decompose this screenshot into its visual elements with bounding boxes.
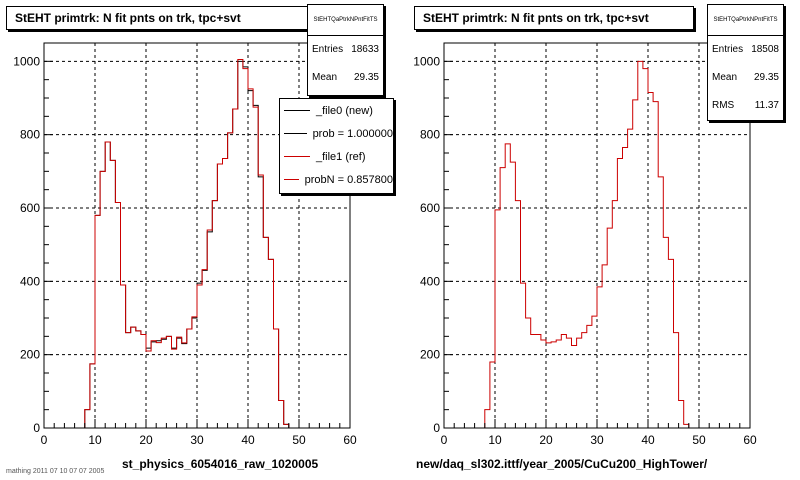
histogram-series-0 (444, 60, 750, 429)
y-tick-label: 400 (20, 274, 40, 288)
legend-entry: probN = 0.857800 (280, 168, 393, 191)
right-stats-rms-row: RMS 11.37 (708, 92, 783, 120)
footer-text: mathing 2011 07 10 07 07 2005 (6, 468, 105, 475)
x-tick-label: 50 (692, 433, 706, 447)
y-tick-label: 600 (20, 201, 40, 215)
right-stats-box: StEHTQaPtrkNPntFitTS Entries 18508 Mean … (707, 4, 784, 121)
legend-line-swatch (284, 133, 307, 134)
legend-line-swatch (284, 110, 310, 111)
y-tick-label: 200 (420, 348, 440, 362)
right-stats-rms-label: RMS (712, 100, 735, 111)
left-stats-entries-label: Entries (312, 44, 344, 55)
left-stats-box: StEHTQaPtrkNPntFitTS Entries 18633 Mean … (307, 4, 384, 96)
left-legend: _file0 (new) prob = 1.000000 _file1 (ref… (279, 98, 394, 194)
y-tick-label: 1000 (413, 54, 440, 68)
y-tick-label: 0 (33, 421, 40, 435)
left-chart-title: StEHT primtrk: N fit pnts on trk, tpc+sv… (6, 6, 308, 30)
x-tick-label: 10 (488, 433, 502, 447)
x-tick-label: 60 (343, 433, 357, 447)
y-tick-label: 0 (433, 421, 440, 435)
y-tick-label: 600 (420, 201, 440, 215)
left-stats-entries-value: 18633 (351, 44, 379, 55)
x-tick-label: 50 (292, 433, 306, 447)
right-x-axis-label: new/daq_sl302.ittf/year_2005/CuCu200_Hig… (416, 457, 708, 471)
legend-label: probN = 0.857800 (304, 173, 393, 186)
legend-label: _file1 (ref) (316, 150, 366, 163)
x-tick-label: 60 (743, 433, 757, 447)
right-stats-entries-label: Entries (712, 44, 744, 55)
right-stats-entries-value: 18508 (751, 44, 779, 55)
histogram-series-1 (44, 59, 350, 429)
x-tick-label: 30 (590, 433, 604, 447)
left-stats-name: StEHTQaPtrkNPntFitTS (308, 5, 383, 36)
x-tick-label: 30 (190, 433, 204, 447)
legend-label: _file0 (new) (316, 104, 373, 117)
left-stats-mean-label: Mean (312, 72, 338, 83)
x-tick-label: 10 (88, 433, 102, 447)
y-tick-label: 400 (420, 274, 440, 288)
y-tick-label: 200 (20, 348, 40, 362)
legend-entry: prob = 1.000000 (280, 122, 393, 145)
y-tick-label: 800 (20, 128, 40, 142)
left-plot-pad: 0 10 20 30 40 50 60 0 200 400 600 800 1000 StEHT pri… (6, 4, 394, 471)
right-stats-mean-row: Mean 29.35 (708, 64, 783, 92)
right-stats-name: StEHTQaPtrkNPntFitTS (708, 5, 783, 36)
x-tick-label: 20 (139, 433, 153, 447)
y-tick-label: 800 (420, 128, 440, 142)
right-stats-mean-value: 29.35 (753, 72, 779, 83)
x-tick-label: 0 (441, 433, 448, 447)
legend-label: prob = 1.000000 (312, 127, 393, 140)
legend-line-swatch (284, 179, 299, 180)
right-stats-mean-label: Mean (712, 72, 738, 83)
x-tick-label: 0 (41, 433, 48, 447)
legend-line-swatch (284, 156, 310, 157)
right-stats-rms-value: 11.37 (754, 100, 779, 111)
left-x-axis-label: st_physics_6054016_raw_1020005 (122, 457, 319, 471)
right-plot-pad: 0 10 20 30 40 50 60 0 200 400 600 800 1000 StEHT pri… (400, 0, 800, 480)
legend-entry: _file0 (new) (280, 99, 393, 122)
x-tick-label: 40 (241, 433, 255, 447)
y-tick-label: 1000 (13, 54, 40, 68)
left-stats-mean-row: Mean 29.35 (308, 64, 383, 92)
left-stats-mean-value: 29.35 (353, 72, 379, 83)
left-stats-entries-row: Entries 18633 (308, 36, 383, 64)
x-tick-label: 40 (641, 433, 655, 447)
x-tick-label: 20 (539, 433, 553, 447)
right-chart-title: StEHT primtrk: N fit pnts on trk, tpc+sv… (414, 6, 694, 30)
legend-entry: _file1 (ref) (280, 145, 393, 168)
right-stats-entries-row: Entries 18508 (708, 36, 783, 64)
